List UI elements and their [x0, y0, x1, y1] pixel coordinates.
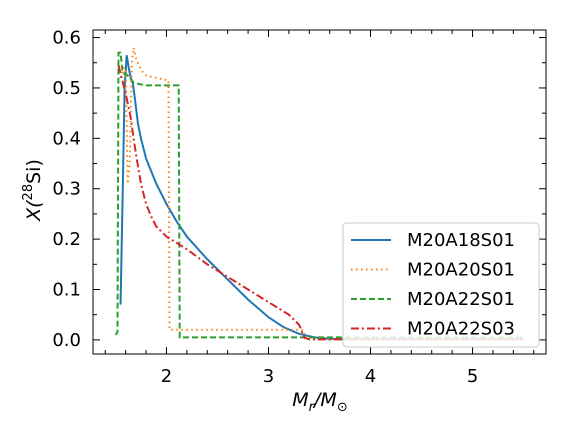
y-tick-label: 0.2	[52, 229, 81, 250]
y-tick-label: 0.6	[52, 28, 81, 49]
series-line-m20a22s01	[114, 51, 524, 339]
series-line-m20a22s03	[117, 65, 524, 341]
y-tick-label: 0.3	[52, 179, 81, 200]
legend-label: M20A20S01	[407, 260, 515, 281]
axes: 2 3 4 5 0.0 0.1 0.2 0.3 0.4 0.5 0.6	[52, 28, 547, 387]
legend-box	[342, 222, 540, 348]
plot-frame	[92, 29, 547, 355]
x-tick-label: 4	[365, 366, 376, 387]
x-tick-label: 3	[263, 366, 274, 387]
legend-label: M20A22S01	[407, 289, 515, 310]
plot-area	[114, 47, 524, 341]
y-tick-label: 0.1	[52, 280, 81, 301]
y-tick-label: 0.4	[52, 128, 81, 149]
x-axis-label: Mr/M⊙	[292, 389, 347, 415]
y-tick-label: 0.5	[52, 78, 81, 99]
legend-label: M20A22S03	[407, 319, 515, 340]
y-tick-label: 0.0	[52, 330, 81, 351]
y-axis-label: X(28Si)	[21, 159, 45, 222]
x-tick-label: 2	[161, 366, 172, 387]
x-tick-label: 5	[467, 366, 478, 387]
legend: M20A18S01 M20A20S01 M20A22S01 M20A22S03	[342, 222, 540, 348]
legend-label: M20A18S01	[407, 230, 515, 251]
series-line-m20a18s01	[119, 55, 524, 341]
